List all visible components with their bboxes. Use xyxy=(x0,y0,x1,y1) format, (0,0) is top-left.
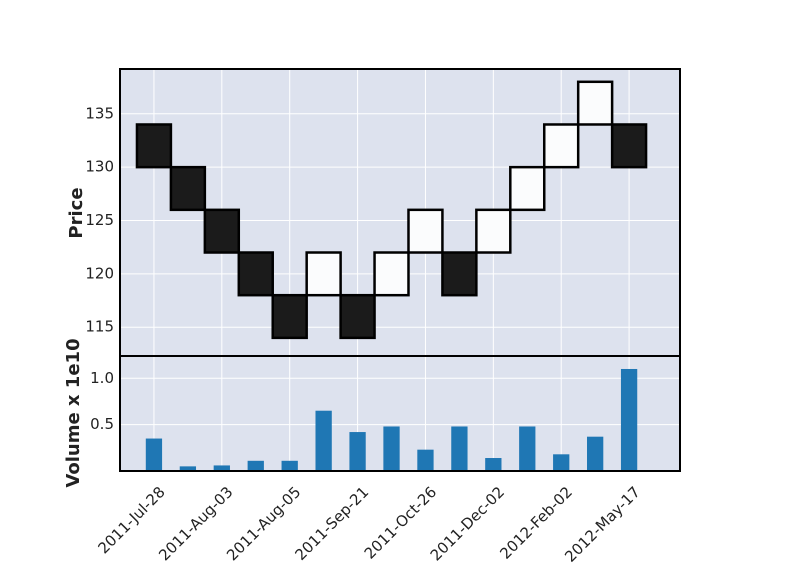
renko-brick-up xyxy=(509,165,546,212)
renko-brick-down xyxy=(135,123,173,169)
volume-bars xyxy=(145,368,638,471)
volume-bar xyxy=(247,460,264,471)
volume-bar xyxy=(587,436,604,471)
renko-brick-down xyxy=(271,293,308,340)
volume-panel-frame xyxy=(119,355,681,472)
volume-bar xyxy=(451,426,468,471)
x-tick-label: 2011-Jul-28 xyxy=(94,483,168,557)
volume-bar xyxy=(485,458,502,471)
renko-bricks xyxy=(135,80,648,340)
volume-bar xyxy=(349,432,366,471)
renko-brick-down xyxy=(339,293,376,340)
renko-brick-down xyxy=(610,123,648,169)
price-y-tick-label: 120 xyxy=(85,264,114,282)
price-y-tick-label: 130 xyxy=(85,158,114,176)
volume-panel-background xyxy=(120,356,680,471)
renko-brick-down xyxy=(203,208,241,254)
renko-brick-up xyxy=(407,208,444,254)
volume-axis-title: Volume x 1e10 xyxy=(63,338,84,487)
volume-y-tick-label: 0.5 xyxy=(90,415,114,433)
volume-bar xyxy=(213,465,230,471)
volume-bar xyxy=(553,454,570,471)
renko-brick-up xyxy=(576,80,614,126)
x-tick-labels: 2011-Jul-282011-Aug-032011-Aug-052011-Se… xyxy=(94,483,643,566)
renko-brick-up xyxy=(475,208,512,254)
renko-brick-up xyxy=(373,251,410,297)
price-axis-title: Price xyxy=(66,187,87,238)
renko-brick-down xyxy=(169,165,207,212)
volume-y-tick-label: 1.0 xyxy=(90,369,114,387)
price-y-tick-label: 135 xyxy=(85,104,114,122)
volume-bar xyxy=(383,426,400,471)
volume-bar xyxy=(281,460,298,471)
price-y-tick-label: 125 xyxy=(85,211,114,229)
renko-brick-down xyxy=(441,251,478,297)
renko-brick-down xyxy=(237,251,274,297)
renko-brick-up xyxy=(542,123,580,169)
volume-bar xyxy=(145,438,163,471)
price-y-tick-label: 115 xyxy=(85,318,114,336)
volume-bar xyxy=(417,449,434,471)
renko-brick-up xyxy=(305,251,342,297)
volume-bar xyxy=(179,466,197,471)
volume-bar xyxy=(620,368,638,471)
volume-bar xyxy=(519,426,536,471)
volume-bar xyxy=(315,410,332,471)
y-tick-labels: 115 120 125 130 135 0.5 1.0 xyxy=(85,104,114,433)
